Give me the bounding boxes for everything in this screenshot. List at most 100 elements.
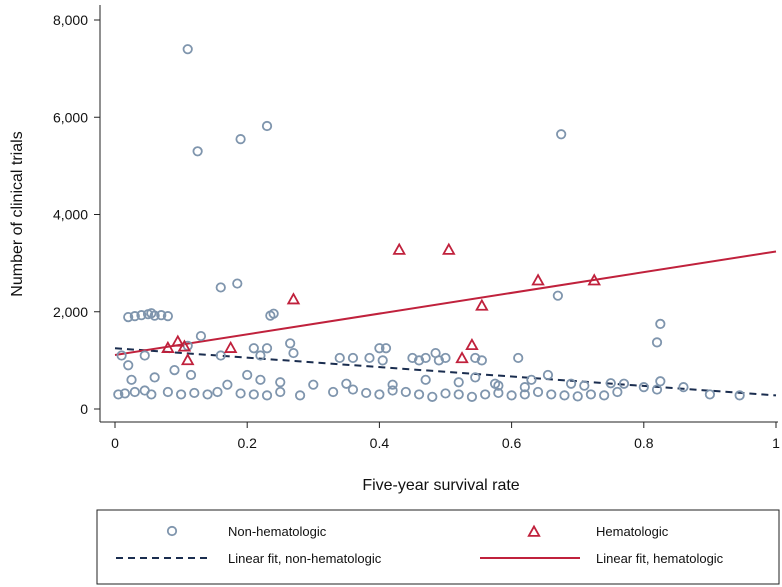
non-hematologic-point — [513, 352, 524, 364]
legend-item-hematologic: Hematologic — [527, 524, 669, 539]
non-hematologic-point — [212, 386, 223, 398]
x-tick-label: 0.8 — [634, 435, 654, 451]
non-hematologic-point — [638, 382, 649, 393]
non-hematologic-point — [192, 146, 203, 157]
non-hematologic-point — [261, 343, 273, 354]
hematologic-point — [531, 273, 545, 286]
hematologic-point — [455, 351, 469, 364]
non-hematologic-point — [427, 391, 438, 402]
non-hematologic-point — [156, 310, 167, 321]
legend-item-non-hematologic: Non-hematologic — [166, 524, 327, 539]
non-hematologic-point — [176, 389, 187, 400]
non-hematologic-point — [182, 44, 193, 55]
non-hematologic-point — [572, 391, 583, 402]
non-hematologic-point — [519, 382, 530, 393]
legend-circle-icon — [166, 525, 178, 537]
hematologic-point — [177, 339, 192, 352]
non-hematologic-point — [189, 387, 200, 399]
non-hematologic-point — [734, 390, 745, 401]
non-hematologic-point — [195, 330, 207, 342]
y-tick-label: 2,000 — [53, 304, 88, 320]
non-hematologic-point — [235, 388, 246, 399]
non-hematologic-point — [400, 386, 411, 398]
non-hematologic-point — [565, 378, 577, 389]
y-tick-label: 0 — [80, 401, 88, 417]
non-hematologic-point — [377, 355, 388, 366]
non-hematologic-point — [407, 352, 418, 364]
non-hematologic-point — [440, 352, 451, 364]
non-hematologic-point — [440, 388, 451, 399]
non-hematologic-point — [222, 379, 233, 390]
hematologic-point — [161, 340, 175, 353]
non-hematologic-point — [387, 385, 398, 396]
non-hematologic-point — [552, 290, 563, 301]
non-hematologic-point — [119, 388, 131, 399]
fit-line-hematologic — [114, 250, 777, 357]
non-hematologic-point — [261, 120, 273, 132]
hematologic-point — [223, 340, 238, 353]
legend-triangle-icon — [527, 524, 541, 537]
legend-label: Linear fit, hematologic — [596, 551, 724, 566]
non-hematologic-point — [123, 311, 134, 323]
non-hematologic-point — [374, 343, 385, 354]
hematologic-point — [587, 273, 601, 286]
non-hematologic-point — [255, 350, 266, 361]
non-hematologic-point — [347, 352, 359, 364]
non-hematologic-point — [599, 390, 610, 401]
non-hematologic-point — [202, 389, 213, 400]
non-hematologic-point — [285, 338, 296, 349]
non-hematologic-point — [123, 360, 134, 371]
non-hematologic-point — [361, 387, 372, 399]
legend-item-fit-hematologic: Linear fit, hematologic — [480, 551, 724, 566]
non-hematologic-point — [116, 350, 127, 361]
non-hematologic-point — [136, 310, 147, 321]
non-hematologic-point — [470, 372, 481, 383]
non-hematologic-point — [275, 386, 286, 398]
non-hematologic-point — [651, 384, 663, 395]
non-hematologic-point — [493, 387, 504, 399]
non-hematologic-point — [420, 374, 431, 385]
non-hematologic-point — [559, 390, 570, 401]
non-hematologic-point — [261, 390, 273, 401]
non-hematologic-point — [526, 374, 537, 385]
legend-label: Linear fit, non-hematologic — [228, 551, 382, 566]
non-hematologic-point — [546, 389, 557, 400]
non-hematologic-point — [113, 389, 124, 400]
x-tick-label: 0.4 — [370, 435, 390, 451]
non-hematologic-point — [420, 352, 431, 364]
legend-item-fit-non-hematologic: Linear fit, non-hematologic — [116, 551, 382, 566]
hematologic-point — [286, 292, 301, 305]
non-hematologic-point — [255, 374, 266, 385]
non-hematologic-point — [413, 389, 425, 400]
non-hematologic-point — [169, 364, 180, 376]
non-hematologic-point — [579, 380, 590, 391]
non-hematologic-point — [308, 379, 319, 390]
non-hematologic-point — [542, 369, 554, 381]
legend-label: Non-hematologic — [228, 524, 327, 539]
non-hematologic-point — [519, 389, 530, 400]
non-hematologic-point — [215, 350, 226, 361]
hematologic-point — [180, 353, 195, 366]
legend-box — [96, 509, 780, 585]
non-hematologic-point — [129, 386, 140, 398]
non-hematologic-point — [126, 374, 137, 385]
non-hematologic-point — [453, 377, 464, 388]
non-hematologic-point — [433, 355, 444, 366]
hematologic-point — [392, 242, 406, 255]
non-hematologic-point — [242, 369, 253, 381]
hematologic-point — [475, 298, 489, 311]
non-hematologic-point — [268, 308, 279, 319]
non-hematologic-point — [413, 355, 425, 366]
non-hematologic-point — [232, 278, 243, 289]
non-hematologic-point — [704, 389, 716, 400]
x-tick-label: 0.6 — [502, 435, 522, 451]
non-hematologic-point — [162, 311, 173, 322]
non-hematologic-point — [480, 389, 491, 400]
x-axis-title: Five-year survival rate — [362, 477, 519, 494]
hematologic-point — [442, 242, 456, 255]
y-axis-title: Number of clinical trials — [9, 131, 26, 296]
non-hematologic-point — [235, 134, 246, 145]
non-hematologic-point — [364, 352, 375, 364]
non-hematologic-point — [605, 378, 616, 389]
